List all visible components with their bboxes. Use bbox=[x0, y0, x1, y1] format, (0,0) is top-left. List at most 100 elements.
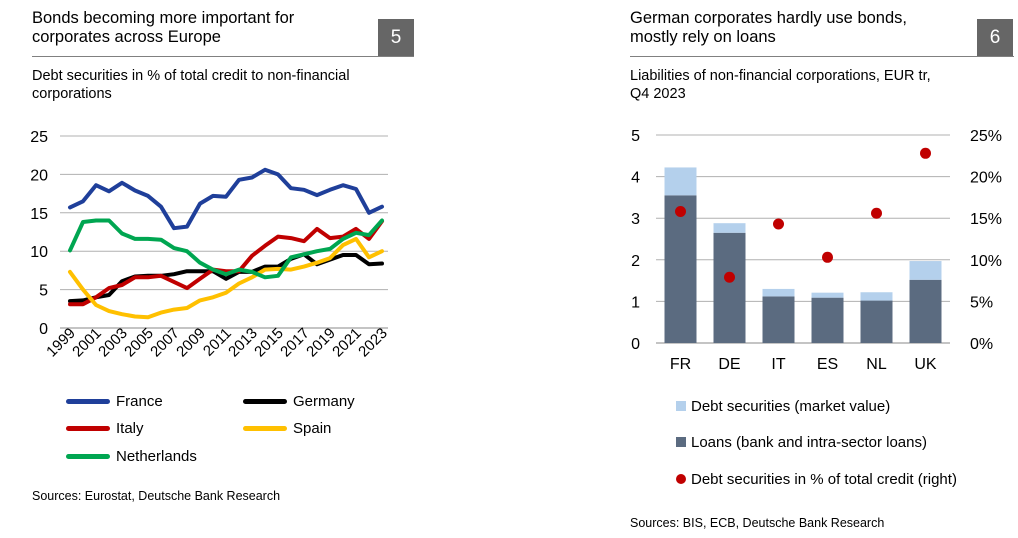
legend-label: Debt securities in % of total credit (ri… bbox=[691, 471, 957, 488]
y2-tick-label: 20% bbox=[970, 170, 1002, 187]
title-divider bbox=[32, 56, 414, 57]
source-note: Sources: Eurostat, Deutsche Bank Researc… bbox=[32, 489, 281, 503]
bar-debt-securities-es bbox=[811, 292, 844, 298]
bar-debt-securities-fr bbox=[664, 167, 697, 196]
y-tick-label: 1 bbox=[631, 294, 640, 311]
legend-label: Loans (bank and intra-sector loans) bbox=[691, 434, 927, 451]
dot-debt-share-nl bbox=[871, 207, 882, 219]
chart-title-line2: mostly rely on loans bbox=[630, 28, 776, 46]
legend-swatch bbox=[676, 401, 686, 412]
legend-label: Spain bbox=[293, 420, 332, 437]
bar-loans-de bbox=[713, 232, 746, 343]
bar-debt-securities-nl bbox=[860, 292, 893, 301]
legend-item-spain: Spain bbox=[243, 420, 331, 438]
bar-debt-securities-uk bbox=[909, 261, 942, 280]
x-tick-label: NL bbox=[866, 356, 887, 373]
y-tick-label: 3 bbox=[631, 211, 640, 228]
legend-label: Netherlands bbox=[116, 448, 197, 465]
title-divider bbox=[630, 56, 1014, 57]
x-tick-label: 2007 bbox=[147, 325, 183, 361]
chart-subtitle: Debt securities in % of total credit to … bbox=[32, 67, 350, 103]
legend-label: France bbox=[116, 393, 163, 410]
chart-panel-right: German corporates hardly use bonds, most… bbox=[620, 0, 1018, 538]
series-line-netherlands bbox=[68, 218, 384, 280]
legend-swatch bbox=[66, 425, 110, 431]
chart-subtitle-line1: Debt securities in % of total credit to … bbox=[32, 68, 350, 84]
legend-item: Debt securities (market value) bbox=[676, 398, 890, 416]
x-tick-label: 2005 bbox=[121, 325, 157, 361]
x-tick-label: 2021 bbox=[329, 325, 365, 361]
y-tick-label: 10 bbox=[30, 244, 48, 261]
legend-label: Debt securities (market value) bbox=[691, 398, 891, 415]
bar-chart: 0 0%1 5%2 10%3 15%4 20%5 25%FR DE IT ES NL UK bbox=[631, 128, 1002, 373]
legend-swatch bbox=[66, 398, 110, 404]
dot-debt-share-fr bbox=[675, 206, 686, 218]
bar-loans-es bbox=[811, 297, 844, 343]
dot-debt-share-de bbox=[724, 271, 735, 283]
y-tick-label: 5 bbox=[39, 283, 48, 300]
legend-label: Germany bbox=[293, 393, 355, 410]
dot-debt-share-es bbox=[822, 251, 833, 263]
legend-item: Loans (bank and intra-sector loans) bbox=[676, 434, 927, 452]
y-tick-label: 0 bbox=[631, 336, 640, 353]
y-tick-label: 4 bbox=[631, 170, 640, 187]
y-tick-label: 0 bbox=[39, 321, 48, 338]
chart-title-line1: German corporates hardly use bonds, bbox=[630, 9, 907, 27]
legend-label: Italy bbox=[116, 420, 144, 437]
chart-number-badge: 6 bbox=[977, 19, 1013, 57]
legend-item-france: France bbox=[66, 393, 163, 411]
y-tick-label: 25 bbox=[30, 129, 48, 146]
y-tick-label: 15 bbox=[30, 206, 48, 223]
x-tick-label: ES bbox=[817, 356, 838, 373]
chart-subtitle-line2: Q4 2023 bbox=[630, 86, 686, 102]
x-tick-label: 2015 bbox=[251, 325, 287, 361]
x-tick-label: 2001 bbox=[69, 325, 105, 361]
x-tick-label: 2009 bbox=[173, 325, 209, 361]
chart-title-line1: Bonds becoming more important for bbox=[32, 9, 295, 27]
bar-loans-fr bbox=[664, 195, 697, 343]
dot-debt-share-uk bbox=[920, 147, 931, 159]
chart-subtitle-line2: corporations bbox=[32, 86, 112, 102]
legend-swatch bbox=[676, 474, 686, 485]
chart-panel-left: Bonds becoming more important for corpor… bbox=[0, 0, 420, 538]
legend-swatch bbox=[243, 398, 287, 404]
bar-debt-securities-de bbox=[713, 223, 746, 233]
bar-loans-it bbox=[762, 296, 795, 343]
x-tick-label: FR bbox=[670, 356, 691, 373]
x-tick-label: 2003 bbox=[95, 325, 131, 361]
series-line-spain bbox=[68, 236, 384, 320]
x-tick-label: UK bbox=[914, 356, 937, 373]
x-tick-label: IT bbox=[771, 356, 785, 373]
legend-item: Debt securities in % of total credit (ri… bbox=[676, 471, 957, 489]
x-tick-label: 1999 bbox=[43, 325, 79, 361]
legend-item-italy: Italy bbox=[66, 420, 144, 438]
y2-tick-label: 5% bbox=[970, 294, 993, 311]
y2-tick-label: 0% bbox=[970, 336, 993, 353]
dot-debt-share-it bbox=[773, 218, 784, 230]
y-tick-label: 2 bbox=[631, 253, 640, 270]
x-tick-label: 2019 bbox=[303, 325, 339, 361]
x-tick-label: 2011 bbox=[200, 325, 235, 360]
legend-swatch bbox=[66, 453, 110, 459]
chart-title-line2: corporates across Europe bbox=[32, 28, 221, 46]
series-line-italy bbox=[68, 219, 384, 307]
bar-loans-nl bbox=[860, 300, 893, 343]
chart-title: Bonds becoming more important for corpor… bbox=[32, 9, 294, 47]
y2-tick-label: 25% bbox=[970, 128, 1002, 145]
line-chart: 0510152025199920012003200520072009201120… bbox=[30, 129, 391, 361]
y2-tick-label: 15% bbox=[970, 211, 1002, 228]
x-tick-label: 2023 bbox=[355, 325, 391, 361]
y2-tick-label: 10% bbox=[970, 253, 1002, 270]
x-tick-label: 2017 bbox=[277, 325, 313, 361]
y-tick-label: 20 bbox=[30, 167, 48, 184]
series-line-france bbox=[68, 167, 384, 231]
chart-number-badge: 5 bbox=[378, 19, 414, 57]
legend-item-netherlands: Netherlands bbox=[66, 448, 197, 466]
legend-swatch bbox=[676, 437, 686, 448]
chart-subtitle-line1: Liabilities of non-financial corporation… bbox=[630, 68, 931, 84]
bar-loans-uk bbox=[909, 279, 942, 343]
x-tick-label: DE bbox=[718, 356, 740, 373]
legend-swatch bbox=[243, 425, 287, 431]
bar-debt-securities-it bbox=[762, 288, 795, 297]
x-tick-label: 2013 bbox=[225, 325, 261, 361]
